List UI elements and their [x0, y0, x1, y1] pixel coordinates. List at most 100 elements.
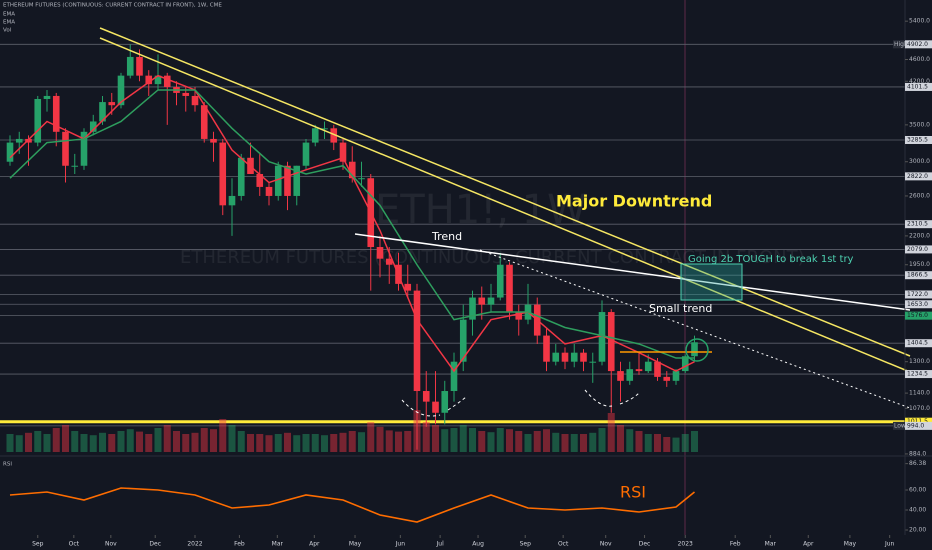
- candle-body: [561, 352, 569, 362]
- candle-body: [515, 312, 523, 320]
- candle-body: [681, 356, 689, 372]
- volume-bar: [274, 434, 282, 452]
- candle-body: [358, 178, 365, 180]
- candle-body: [302, 142, 310, 166]
- volume-bar: [395, 431, 402, 452]
- legend-entry: EMA: [3, 12, 15, 18]
- candle-body: [607, 312, 615, 372]
- price-tag: [905, 417, 932, 426]
- x-tick-label: Feb: [234, 541, 245, 548]
- price-tag-side: [893, 40, 905, 49]
- y-tick-label: 4600.0: [909, 56, 930, 63]
- volume-bar: [108, 434, 116, 452]
- x-tick-label: May: [349, 541, 362, 548]
- volume-bar: [635, 431, 643, 452]
- candle-body: [52, 95, 60, 132]
- x-tick-label: Dec: [149, 541, 161, 548]
- volume-bar: [62, 425, 69, 452]
- y-tick-label: 2600.0: [909, 192, 930, 199]
- price-tag: [905, 300, 932, 309]
- candle-body: [274, 165, 282, 196]
- price-tag: [905, 370, 932, 379]
- candle-body: [210, 138, 217, 143]
- x-tick-label: Apr: [309, 541, 320, 548]
- volume-bar: [580, 434, 587, 452]
- price-tag-side: [893, 421, 905, 430]
- candle-body: [348, 161, 356, 179]
- price-tag-side-label: High: [894, 41, 908, 48]
- price-tag: [905, 421, 932, 430]
- volume-bar: [533, 431, 541, 452]
- x-tick-label: Jun: [395, 541, 406, 548]
- y-tick-label: 1140.0: [909, 390, 930, 397]
- volume-bar: [339, 432, 347, 452]
- price-tag: [905, 172, 932, 181]
- x-tick-label: Jul: [436, 541, 445, 548]
- volume-bar: [126, 429, 134, 452]
- x-tick-label: Feb: [730, 541, 741, 548]
- volume-bar: [432, 425, 439, 452]
- ema-lines: [9, 74, 695, 373]
- rsi-tick-label: 40.00: [909, 507, 926, 514]
- candle-body: [450, 361, 458, 392]
- volume-bar: [654, 434, 661, 452]
- volume-bar: [200, 428, 208, 452]
- rsi-tick-label: 20.00: [909, 527, 926, 534]
- x-tick-label: Oct: [558, 541, 569, 548]
- highlight-circle: [685, 338, 709, 362]
- y-tick-label: 1950.0: [909, 261, 930, 268]
- candle-body: [654, 361, 661, 377]
- candle-body: [506, 264, 513, 313]
- volume-bar: [358, 432, 365, 452]
- volume-bar: [25, 432, 32, 452]
- candle-body: [126, 56, 134, 76]
- candle-body: [432, 401, 439, 413]
- annotation: RSI: [620, 483, 646, 502]
- volume-bar: [6, 434, 14, 452]
- candle-body: [62, 131, 69, 166]
- volume-bar: [52, 428, 60, 452]
- candle-body: [672, 371, 680, 381]
- indicator-line: [9, 89, 695, 359]
- volume-bar: [348, 431, 356, 452]
- rsi-label: RSI: [3, 462, 12, 468]
- price-tag: [905, 40, 932, 49]
- volume-bar: [43, 434, 51, 452]
- volume-bar: [89, 435, 97, 452]
- candle-body: [145, 75, 153, 85]
- candle-body: [589, 361, 597, 363]
- volume-bar: [228, 425, 236, 452]
- candle-body: [570, 352, 578, 362]
- candle-body: [256, 173, 264, 187]
- candle-body: [644, 361, 652, 372]
- volume-bar: [543, 429, 550, 452]
- volume-bar: [385, 430, 393, 452]
- volume-bar: [478, 431, 486, 452]
- volume-bar: [376, 426, 384, 452]
- x-tick-label: Jun: [884, 541, 895, 548]
- x-tick-label: Nov: [105, 541, 117, 548]
- x-tick-label: Sep: [32, 541, 44, 548]
- volume-bar: [617, 425, 624, 452]
- volume-bar: [561, 434, 569, 452]
- highlight-box: [680, 263, 743, 301]
- volume-bar: [163, 425, 171, 452]
- volume-bar: [691, 431, 698, 452]
- candle-body: [34, 98, 42, 143]
- volume-bar: [496, 428, 504, 452]
- candle-body: [422, 391, 430, 402]
- candle-body: [89, 121, 97, 132]
- x-tick-label: Dec: [639, 541, 651, 548]
- levels: [0, 43, 905, 427]
- trendline: [354, 233, 911, 311]
- volume-bar: [469, 428, 476, 452]
- candle-body: [626, 369, 634, 381]
- candle-body: [635, 369, 643, 372]
- annotation: Going 2b TOUGH to break 1st try: [688, 254, 854, 265]
- candle-body: [330, 128, 338, 143]
- price-tag: [905, 220, 932, 229]
- volume-bar: [487, 432, 495, 452]
- candle-body: [265, 186, 273, 196]
- volume-bar: [321, 435, 328, 452]
